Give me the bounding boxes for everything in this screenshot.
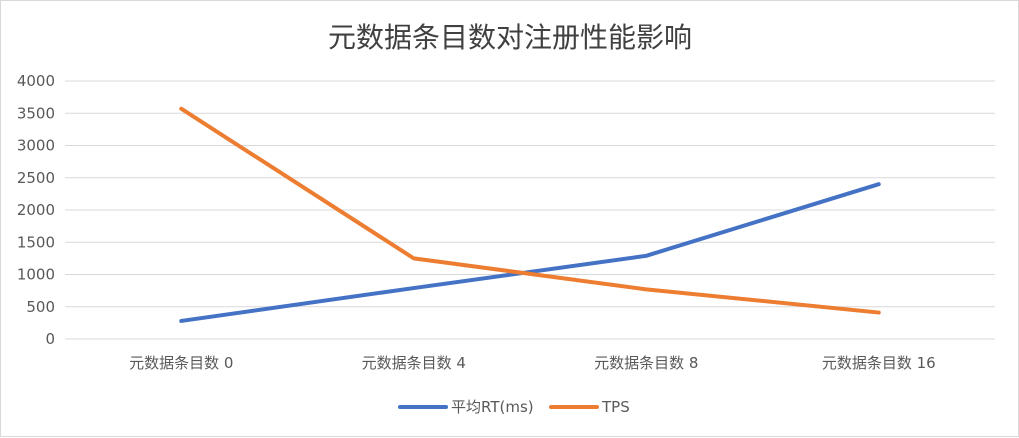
x-tick-label: 元数据条目数 0 [129,354,233,372]
y-tick-label: 500 [26,298,55,316]
legend-label: TPS [601,398,630,416]
x-tick-label: 元数据条目数 16 [822,354,936,372]
legend-label: 平均RT(ms) [451,398,534,416]
y-tick-label: 2500 [17,169,55,187]
x-axis-ticks: 元数据条目数 0 元数据条目数 4 元数据条目数 8 元数据条目数 16 [129,354,936,372]
series-lines [181,109,879,321]
y-tick-label: 3500 [17,104,55,122]
y-tick-label: 1000 [17,266,55,284]
y-tick-label: 4000 [17,72,55,90]
chart-title: 元数据条目数对注册性能影响 [328,21,692,54]
y-tick-label: 0 [45,330,55,348]
y-axis-ticks: 0 500 1000 1500 2000 2500 3000 3500 4000 [17,72,55,348]
series-line-1 [181,109,879,313]
x-tick-label: 元数据条目数 8 [594,354,698,372]
y-tick-label: 2000 [17,201,55,219]
y-tick-label: 1500 [17,233,55,251]
gridlines [65,81,995,339]
y-tick-label: 3000 [17,137,55,155]
legend: 平均RT(ms) TPS [400,398,630,416]
x-tick-label: 元数据条目数 4 [362,354,466,372]
